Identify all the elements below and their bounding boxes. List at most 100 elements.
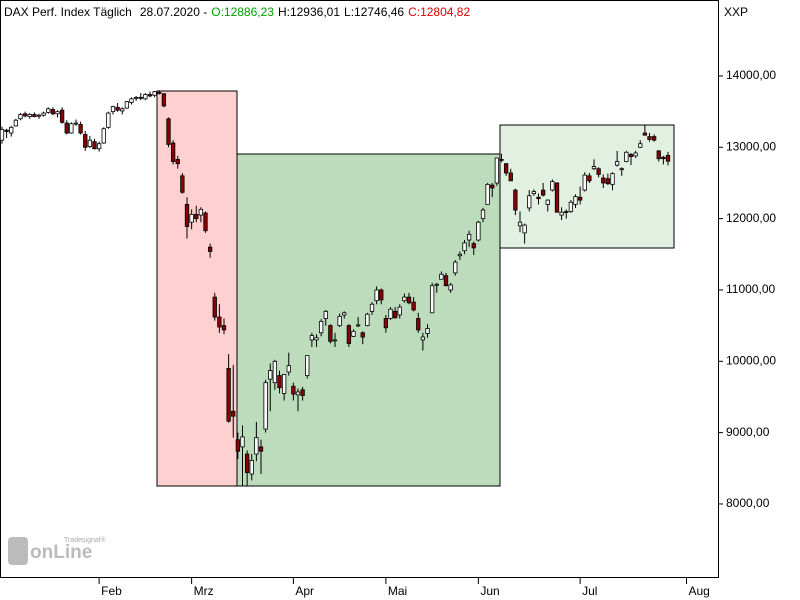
candle-body: [485, 183, 490, 205]
candle-body: [101, 128, 106, 144]
candle-body: [638, 143, 643, 148]
candle-body: [166, 118, 171, 145]
candle-body: [286, 365, 291, 373]
candle-body: [254, 437, 259, 455]
candle-body: [466, 233, 472, 241]
candle-body: [346, 325, 352, 344]
candle-body: [198, 208, 204, 216]
candle-body: [96, 143, 102, 150]
candle-body: [624, 151, 629, 162]
candle-body: [244, 453, 250, 473]
candle-body: [27, 114, 32, 118]
candle-body: [527, 195, 532, 209]
candle-body: [87, 139, 93, 147]
candle-body: [4, 129, 9, 133]
x-tick-label: Feb: [101, 584, 122, 598]
candle-body: [392, 310, 398, 319]
candle-body: [365, 313, 370, 327]
candle-body: [124, 101, 130, 109]
candle-body: [531, 191, 537, 195]
x-tick-label: Apr: [295, 584, 314, 598]
candle-body: [582, 174, 587, 191]
candle-body: [231, 410, 236, 417]
candle-body: [355, 324, 361, 327]
candle-body: [587, 175, 592, 182]
candle-body: [476, 221, 481, 241]
x-tick-label: Aug: [689, 584, 710, 598]
candle-body: [64, 122, 69, 134]
candle-body: [41, 112, 46, 116]
header-date: 28.07.2020 -: [140, 5, 207, 19]
candle-body: [203, 212, 208, 232]
header-close: C:12804,82: [408, 5, 470, 19]
candle-body: [369, 303, 375, 312]
candle-body: [309, 335, 315, 341]
candle-body: [351, 330, 356, 337]
logo-name: onLine: [30, 542, 92, 563]
candle-body: [157, 91, 162, 94]
candle-body: [550, 181, 555, 191]
candle-body: [217, 316, 222, 328]
candle-body: [383, 318, 389, 329]
candle-body: [573, 196, 578, 205]
y-tick-label: 11000,00: [726, 282, 775, 296]
candle-body: [605, 178, 611, 185]
y-tick-label: 14000,00: [726, 68, 776, 82]
candle-body: [619, 168, 624, 171]
candle-body: [13, 119, 19, 127]
candle-body: [397, 306, 402, 316]
candle-body: [522, 224, 527, 234]
candle-body: [490, 184, 495, 189]
candle-body: [402, 296, 407, 302]
candle-body: [59, 109, 65, 123]
candle-body: [596, 168, 601, 175]
candle-body: [83, 134, 88, 148]
header-title: DAX Perf. Index Täglich: [4, 5, 132, 19]
header: DAX Perf. Index Täglich 28.07.2020 - O:128…: [4, 5, 470, 19]
candle-body: [175, 159, 180, 165]
candle-body: [36, 114, 42, 117]
candle-body: [18, 114, 23, 120]
candle-body: [170, 142, 176, 162]
candle-body: [503, 163, 509, 174]
candle-body: [147, 94, 153, 97]
x-tick-label: Jul: [582, 584, 597, 598]
candle-body: [281, 374, 287, 394]
candle-body: [138, 96, 143, 99]
y-tick-label: 10000,00: [726, 353, 776, 367]
candle-body: [337, 315, 342, 327]
candle-body: [328, 325, 333, 342]
candle-body: [540, 189, 546, 196]
candle-body: [226, 368, 231, 422]
y-tick-label: 9000,00: [726, 425, 770, 439]
header-open: O:12886,23: [211, 5, 274, 19]
candle-body: [342, 312, 347, 316]
candle-body: [554, 182, 560, 213]
candle-body: [665, 155, 671, 162]
candle-body: [106, 112, 111, 128]
candle-body: [559, 211, 564, 216]
plot-frame: [0, 0, 719, 578]
candle-body: [55, 111, 60, 115]
candle-body: [46, 108, 51, 113]
x-tick-label: Mrz: [194, 584, 214, 598]
candle-body: [628, 154, 634, 157]
logo-mark: [8, 537, 28, 565]
candle-body: [272, 360, 278, 384]
candles: [0, 90, 671, 487]
candle-body: [420, 336, 426, 341]
candle-body: [416, 318, 421, 331]
candle-body: [0, 129, 5, 141]
candle-body: [480, 209, 486, 220]
candle-body: [314, 337, 319, 341]
candle-body: [517, 221, 523, 227]
candle-body: [258, 446, 264, 452]
candle-body: [448, 284, 453, 291]
candle-body: [388, 308, 393, 319]
candle-body: [656, 150, 661, 160]
candle-body: [439, 273, 444, 280]
candle-body: [143, 94, 148, 100]
x-tick-label: Mai: [388, 584, 407, 598]
candle-body: [425, 328, 430, 334]
y-tick-label: 13000,00: [726, 139, 776, 153]
